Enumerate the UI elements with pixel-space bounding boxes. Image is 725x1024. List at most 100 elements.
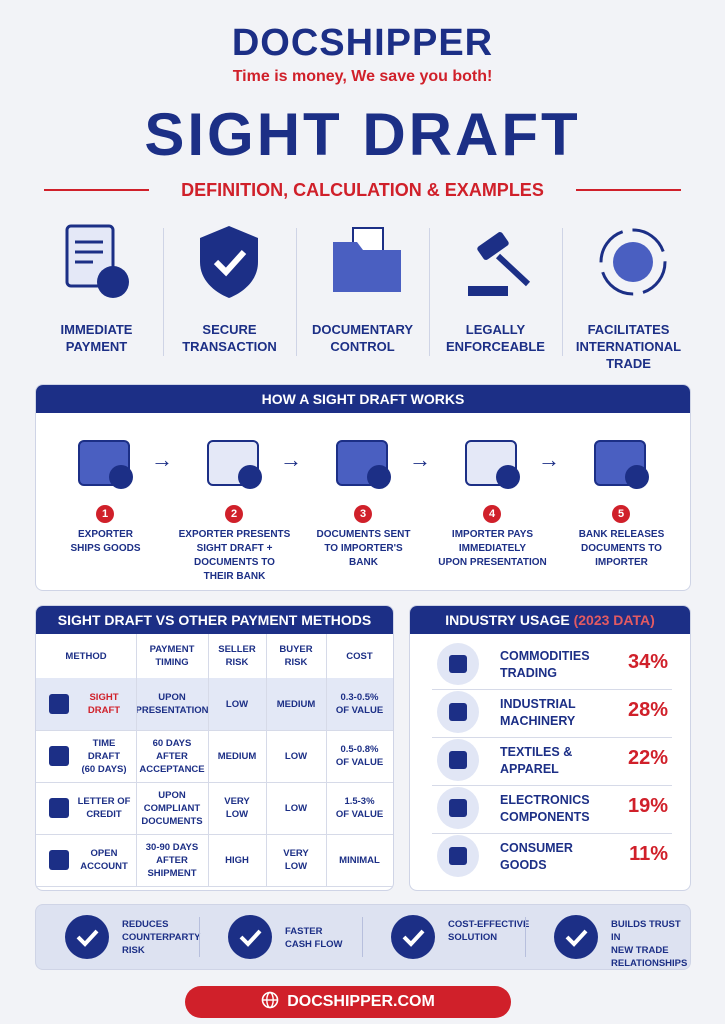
usage-panel: INDUSTRY USAGE (2023 DATA) COMMODITIES T… — [409, 605, 691, 891]
icon-shape — [78, 440, 133, 489]
panel-title: INDUSTRY USAGE (2023 DATA) — [410, 606, 690, 634]
icon — [46, 691, 72, 722]
title-text: INDUSTRY USAGE — [445, 612, 570, 628]
icon-shape — [49, 798, 69, 818]
icon — [436, 642, 480, 691]
column-header: PAYMENT TIMING — [149, 644, 195, 668]
comparison-panel: SIGHT DRAFT VS OTHER PAYMENT METHODS MET… — [35, 605, 394, 891]
column-header: COST — [346, 650, 373, 662]
icon-shape — [449, 655, 467, 673]
table-cell: HIGH — [225, 854, 249, 866]
industry-label: COMMODITIES TRADING — [500, 649, 590, 680]
divider — [296, 228, 297, 356]
icon-shape — [496, 465, 520, 489]
icon-shape — [437, 739, 479, 781]
icon-shape — [565, 929, 588, 947]
column-header: SELLER RISK — [218, 644, 256, 668]
icon — [587, 427, 653, 498]
industry-share: 22% — [627, 747, 668, 769]
icon-shape — [391, 915, 435, 959]
icon-shape — [333, 242, 401, 292]
industry-label: INDUSTRIAL MACHINERY — [500, 697, 576, 728]
icon-shape — [449, 799, 467, 817]
table-cell: VERY LOW — [224, 796, 250, 820]
icon-shape — [109, 465, 133, 489]
table-cell: SIGHT DRAFT — [87, 692, 121, 716]
icon-shape — [97, 266, 129, 298]
icon — [390, 914, 436, 965]
icon-shape — [200, 226, 258, 298]
col-line — [136, 634, 137, 678]
icon — [71, 427, 137, 498]
icon-shape — [625, 465, 649, 489]
icon-shape — [49, 746, 69, 766]
divider — [199, 917, 200, 957]
panel-title: SIGHT DRAFT VS OTHER PAYMENT METHODS — [36, 606, 393, 634]
icon — [460, 222, 540, 307]
benefit-label: FASTER CASH FLOW — [285, 926, 343, 950]
benefit-label: BUILDS TRUST IN NEW TRADE RELATIONSHIPS — [611, 919, 688, 969]
row-line — [432, 785, 672, 786]
icon-shape — [437, 835, 479, 877]
icon-shape — [594, 440, 649, 489]
feature-label: FACILITATES INTERNATIONAL TRADE — [575, 322, 682, 371]
table-cell: MEDIUM — [217, 750, 257, 762]
table-cell: 30-90 DAYS AFTER SHIPMENT — [145, 841, 199, 879]
col-line — [326, 834, 327, 886]
icon-shape — [65, 224, 129, 298]
col-line — [136, 782, 137, 834]
table-cell: 0.5-0.8% OF VALUE — [335, 744, 384, 768]
icon-shape — [465, 440, 520, 489]
icon-shape — [449, 847, 467, 865]
col-line — [136, 834, 137, 886]
icon-shape — [437, 787, 479, 829]
col-line — [208, 730, 209, 782]
icon-shape — [437, 691, 479, 733]
icon-shape — [213, 249, 247, 277]
icon-shape — [391, 915, 435, 959]
icon — [327, 222, 407, 307]
col-line — [208, 678, 209, 730]
icon — [46, 847, 72, 878]
icon — [436, 786, 480, 835]
step-label: DOCUMENTS SENT TO IMPORTER'S BANK — [316, 529, 411, 568]
icon-shape — [49, 694, 69, 714]
icon-shape — [49, 850, 69, 870]
benefit-label: COST-EFFECTIVE SOLUTION — [448, 919, 530, 943]
icon-shape — [49, 746, 69, 766]
icon-shape — [207, 440, 262, 489]
col-line — [208, 834, 209, 886]
icon-shape — [49, 798, 69, 818]
arrow: → — [538, 447, 560, 472]
footer-link[interactable]: DOCSHIPPER.COM — [185, 986, 511, 1018]
table-cell: 60 DAYS AFTER ACCEPTANCE — [139, 737, 205, 775]
icon-shape — [49, 694, 69, 714]
row-line — [36, 886, 393, 887]
col-line — [326, 678, 327, 730]
icon — [593, 222, 673, 307]
title: SIGHT DRAFT — [144, 101, 581, 168]
steps-panel: HOW A SIGHT DRAFT WORKS → 1 EXPORTER SHIPS… — [35, 384, 691, 591]
icon-shape — [477, 232, 509, 260]
icon-shape — [238, 465, 262, 489]
col-line — [266, 730, 267, 782]
icon — [46, 743, 72, 774]
arrow: → — [409, 447, 431, 472]
icon-shape — [468, 286, 508, 296]
table-cell: MEDIUM — [276, 698, 316, 710]
panel-title: HOW A SIGHT DRAFT WORKS — [36, 385, 690, 413]
col-line — [266, 782, 267, 834]
icon — [227, 914, 273, 965]
col-line — [326, 634, 327, 678]
benefit-label: REDUCES COUNTERPARTY RISK — [122, 919, 201, 956]
icon-shape — [599, 228, 667, 296]
table-cell: VERY LOW — [283, 848, 309, 872]
icon-shape — [49, 850, 69, 870]
globe-icon — [261, 991, 279, 1009]
industry-share: 11% — [629, 843, 668, 865]
feature-label: LEGALLY ENFORCEABLE — [446, 322, 545, 354]
icon-shape — [336, 440, 391, 489]
tagline: Time is money, We save you both! — [232, 68, 493, 85]
icon-shape — [76, 929, 99, 947]
